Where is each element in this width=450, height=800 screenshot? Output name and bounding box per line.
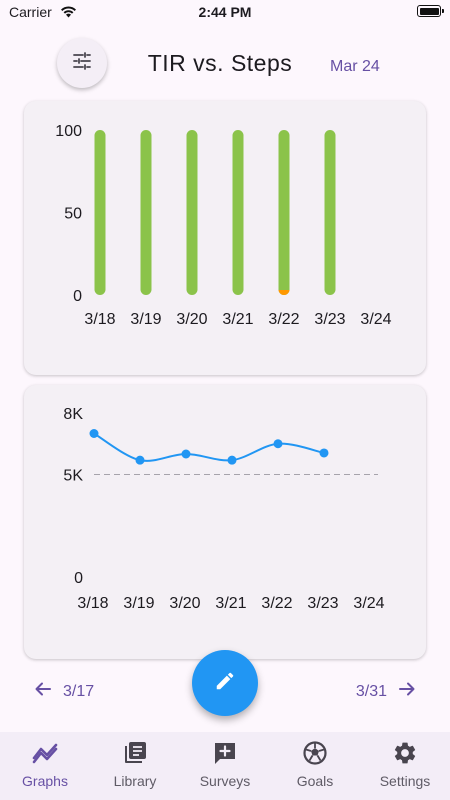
tir-in-range-bar [186,130,198,295]
tab-goals[interactable]: Goals [270,732,360,800]
tab-graphs[interactable]: Graphs [0,732,90,800]
x-tick-label: 3/20 [176,311,207,328]
arrow-right-icon [399,682,415,701]
y-tick-label: 5K [63,468,83,485]
date-selector[interactable]: Mar 24 [330,58,380,75]
tab-graphs-label: Graphs [22,773,68,789]
steps-data-point [273,439,283,449]
status-bar: Carrier 2:44 PM [0,0,450,24]
steps-data-point [135,455,145,465]
tir-in-range-bar [278,130,290,295]
x-tick-label: 3/19 [123,595,154,612]
tab-library-label: Library [113,773,157,789]
next-range-button[interactable]: 3/31 [356,682,415,701]
battery-icon [417,5,444,17]
y-tick-label: 0 [73,288,82,305]
tir-in-range-bar [232,130,244,295]
edit-fab-button[interactable] [192,650,258,716]
tir-in-range-bar [140,130,152,295]
tir-in-range-bar [94,130,106,295]
x-tick-label: 3/20 [169,595,200,612]
steps-data-point [181,449,191,459]
y-tick-label: 50 [64,206,82,223]
x-tick-label: 3/19 [130,311,161,328]
steps-data-point [227,455,237,465]
pencil-icon [214,670,236,697]
wifi-icon [60,5,77,23]
tir-low-segment [278,289,290,295]
next-range-label: 3/31 [355,682,387,700]
x-tick-label: 3/22 [261,595,292,612]
tab-settings-label: Settings [379,773,431,789]
x-tick-label: 3/24 [360,311,391,328]
x-tick-label: 3/23 [314,311,345,328]
x-tick-label: 3/22 [268,311,299,328]
previous-range-label: 3/17 [63,682,95,700]
x-tick-label: 3/21 [222,311,253,328]
filter-button[interactable] [57,38,107,88]
gear-icon [392,740,418,771]
x-tick-label: 3/18 [84,311,115,328]
surveys-icon [212,740,238,771]
steps-line [93,432,325,462]
clock: 2:44 PM [198,4,252,20]
graphs-icon [32,740,58,769]
tir-chart-card: 0 50 100 3/18 3/19 3/20 3/21 3/22 3/23 3/24 [24,101,426,375]
tab-surveys[interactable]: Surveys [180,732,270,800]
arrow-left-icon [35,682,51,701]
steps-chart-card: 0 5K 8K 3/18 3/19 3/20 3/21 3/22 3/23 3/24 [24,385,426,659]
x-tick-label: 3/23 [307,595,338,612]
steps-line-chart: 0 5K 8K 3/18 3/19 3/20 3/21 3/22 3/23 3/24 [63,406,384,612]
x-tick-label: 3/24 [353,595,384,612]
previous-range-button[interactable]: 3/17 [35,682,94,701]
tir-bar-chart: 0 50 100 3/18 3/19 3/20 3/21 3/22 3/23 3/24 [55,123,391,328]
tab-settings[interactable]: Settings [360,732,450,800]
tune-icon [72,51,92,75]
tab-library[interactable]: Library [90,732,180,800]
bottom-navigation: Graphs Library Surveys Goals Settings [0,732,450,800]
library-icon [122,740,148,771]
steps-data-point [89,429,99,438]
steps-data-point [319,448,329,458]
y-tick-label: 100 [55,123,82,140]
tab-goals-label: Goals [296,773,334,789]
soccer-ball-icon [302,740,328,771]
carrier-label: Carrier [9,4,52,20]
x-tick-label: 3/18 [77,595,108,612]
x-tick-label: 3/21 [215,595,246,612]
page-title: TIR vs. Steps [147,50,293,76]
y-tick-label: 0 [74,570,83,587]
tir-in-range-bar [324,130,336,295]
tab-surveys-label: Surveys [199,773,251,789]
y-tick-label: 8K [63,406,83,423]
